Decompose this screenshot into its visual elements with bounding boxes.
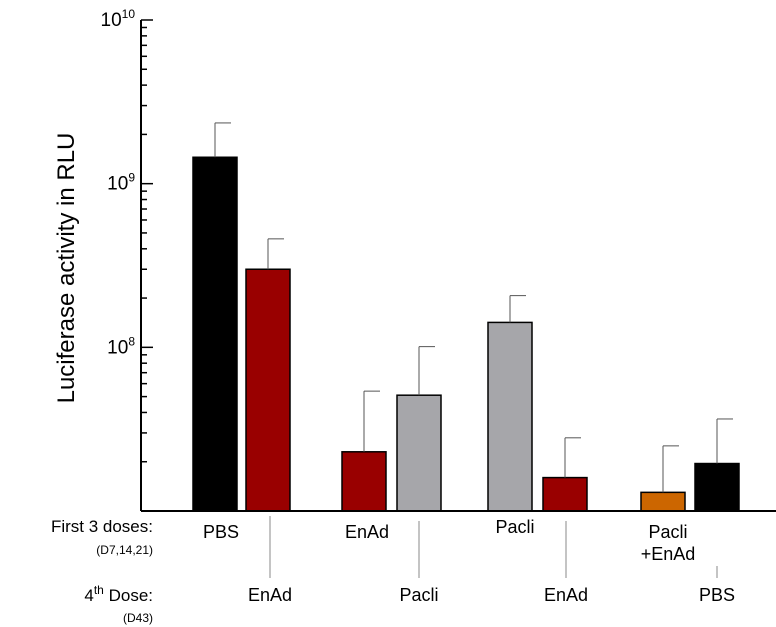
fourth-dose-label: 4th Dose: bbox=[84, 583, 153, 605]
fourth-dose-rest: Dose: bbox=[104, 586, 153, 605]
y-tick-exponent: 10 bbox=[122, 7, 136, 21]
first-doses-category-label: PBS bbox=[203, 522, 239, 542]
bar bbox=[245, 268, 291, 512]
y-tick-exponent: 9 bbox=[128, 171, 135, 185]
bar bbox=[694, 462, 740, 512]
error-bars-layer bbox=[214, 122, 733, 493]
first-doses-category-label: Pacli bbox=[648, 522, 687, 542]
category-connector-lines bbox=[269, 516, 718, 578]
bars-layer bbox=[192, 156, 740, 512]
fourth-dose-days: (D43) bbox=[123, 611, 153, 625]
y-tick-label: 109 bbox=[107, 171, 135, 195]
fourth-dose-category-label: PBS bbox=[699, 585, 735, 605]
y-tick-label: 1010 bbox=[101, 7, 136, 31]
bar bbox=[487, 321, 533, 512]
first-doses-category-label: +EnAd bbox=[641, 544, 696, 564]
y-axis-label: Luciferase activity in RLU bbox=[53, 133, 80, 404]
first-doses-category-label: Pacli bbox=[495, 517, 534, 537]
bar bbox=[396, 394, 442, 512]
fourth-dose-category-label: EnAd bbox=[248, 585, 292, 605]
fourth-dose-suffix: th bbox=[94, 583, 104, 597]
bar bbox=[341, 451, 387, 512]
first-doses-days: (D7,14,21) bbox=[96, 543, 153, 557]
y-tick-label: 108 bbox=[107, 334, 135, 358]
y-tick-base: 10 bbox=[101, 10, 122, 31]
fourth-dose-number: 4 bbox=[84, 586, 93, 605]
y-tick-base: 10 bbox=[107, 174, 128, 195]
bar bbox=[192, 156, 238, 512]
y-tick-base: 10 bbox=[107, 337, 128, 358]
first-doses-label: First 3 doses: bbox=[51, 517, 153, 536]
y-tick-exponent: 8 bbox=[128, 334, 135, 348]
fourth-dose-category-label: Pacli bbox=[399, 585, 438, 605]
first-doses-category-label: EnAd bbox=[345, 522, 389, 542]
fourth-dose-category-label: EnAd bbox=[544, 585, 588, 605]
bar bbox=[640, 491, 686, 512]
bar bbox=[542, 476, 588, 512]
